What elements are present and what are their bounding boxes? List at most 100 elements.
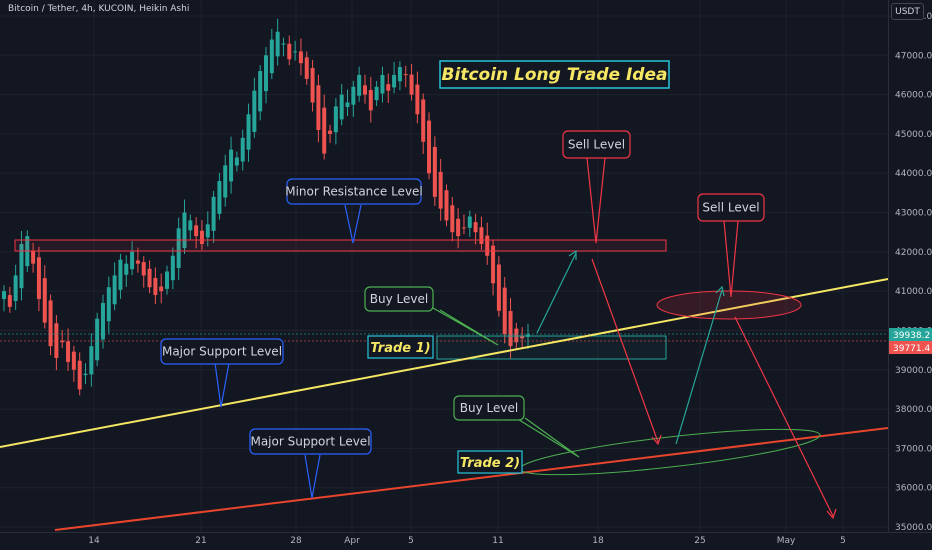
major-support-2-label: Major Support Level xyxy=(250,435,370,449)
candle xyxy=(397,61,402,91)
candle xyxy=(182,199,187,255)
candle xyxy=(106,276,111,334)
candle xyxy=(83,363,88,385)
trade-1-label: Trade 1) xyxy=(370,341,430,356)
candle xyxy=(380,66,385,103)
minor-resistance-zone xyxy=(14,239,667,252)
price-tick-label: 39000.0 xyxy=(895,366,932,376)
candle xyxy=(368,77,373,123)
candle xyxy=(316,74,321,143)
time-tick-label: Apr xyxy=(344,536,360,546)
chart-title: Bitcoin Long Trade Idea xyxy=(442,65,668,85)
price-tick-label: 37000.0 xyxy=(895,444,932,454)
candle xyxy=(508,298,513,359)
sell-level-2-callout-box xyxy=(697,193,765,222)
candle xyxy=(427,112,432,180)
previous-price-value: 39771.4 xyxy=(893,344,930,354)
candle xyxy=(95,312,100,367)
trade-2-label-box xyxy=(457,450,523,474)
candle xyxy=(130,241,135,276)
candle xyxy=(409,63,414,101)
candle xyxy=(112,262,117,311)
candle xyxy=(19,231,24,301)
buy-level-2-label: Buy Level xyxy=(460,401,518,415)
candle xyxy=(153,267,158,305)
trade-1-short-arrow xyxy=(591,258,659,443)
candle xyxy=(42,265,47,329)
candle xyxy=(246,103,251,162)
candle xyxy=(165,265,170,295)
candle xyxy=(310,59,315,112)
major-support-2-callout-box xyxy=(249,428,372,455)
candle xyxy=(502,277,507,344)
candle xyxy=(339,84,344,126)
candle xyxy=(66,328,71,371)
candle xyxy=(13,264,18,311)
buy-level-1-callout-box xyxy=(364,286,434,312)
candle xyxy=(432,136,437,206)
sell-level-1-label: Sell Level xyxy=(568,138,625,152)
candle xyxy=(199,220,204,250)
candle xyxy=(240,129,245,171)
time-tick-label: 11 xyxy=(492,536,503,546)
candle xyxy=(461,214,466,235)
time-tick-label: 5 xyxy=(408,536,414,546)
chart-grid xyxy=(0,0,888,532)
candle xyxy=(217,172,222,220)
candle xyxy=(293,40,298,61)
time-tick-label: May xyxy=(777,536,796,546)
time-tick-label: 18 xyxy=(592,536,604,546)
candle xyxy=(496,256,501,317)
candle xyxy=(514,322,519,349)
time-tick-label: 5 xyxy=(840,536,846,546)
candle xyxy=(450,197,455,242)
candle xyxy=(473,213,478,245)
price-axis[interactable]: 35000.036000.037000.038000.039000.040000… xyxy=(895,12,932,533)
price-tick-label: 44000.0 xyxy=(895,169,932,179)
candle xyxy=(421,93,426,154)
candle xyxy=(374,80,379,107)
candle xyxy=(287,35,292,66)
price-tick-label: 46000.0 xyxy=(895,91,932,101)
candle xyxy=(7,286,12,313)
candle xyxy=(170,247,175,290)
candle xyxy=(71,345,76,382)
candle xyxy=(333,98,338,145)
sell-level-2-label: Sell Level xyxy=(702,201,759,215)
candle xyxy=(444,184,449,227)
candle xyxy=(491,239,496,296)
candle xyxy=(520,327,525,348)
minor-resistance-callout-box xyxy=(286,178,422,205)
candle xyxy=(31,242,36,273)
candle xyxy=(415,71,420,124)
candle xyxy=(141,256,146,288)
candle xyxy=(229,136,234,194)
candle xyxy=(100,294,105,349)
major-support-1-label: Major Support Level xyxy=(162,345,282,359)
time-axis[interactable]: 14 21 28 Apr 5 11 18 25 May 5 xyxy=(88,536,846,546)
price-tick-label: 42000.0 xyxy=(895,248,932,258)
candle xyxy=(48,294,53,356)
time-tick-label: 21 xyxy=(195,536,206,546)
candle xyxy=(386,73,391,103)
current-price-badge xyxy=(889,328,932,341)
time-tick-label: 14 xyxy=(88,536,100,546)
candle xyxy=(351,80,356,117)
yellow-support-trendline xyxy=(0,278,889,448)
candle xyxy=(456,208,461,249)
previous-price-badge xyxy=(889,341,932,354)
buy-level-2-callout-box xyxy=(453,395,525,421)
candle xyxy=(252,77,257,138)
currency-badge[interactable]: USDT xyxy=(891,3,924,20)
candle xyxy=(438,158,443,221)
candle xyxy=(258,65,263,121)
candle xyxy=(467,210,472,237)
sell-zone-ellipse xyxy=(656,290,802,320)
symbol-header[interactable]: Bitcoin / Tether, 4h, KUCOIN, Heikin Ash… xyxy=(8,4,190,14)
trade-2-long-arrow xyxy=(675,289,723,445)
candle xyxy=(159,273,164,304)
candle xyxy=(135,247,140,273)
candle xyxy=(362,74,367,104)
minor-resistance-label: Minor Resistance Level xyxy=(285,185,423,199)
